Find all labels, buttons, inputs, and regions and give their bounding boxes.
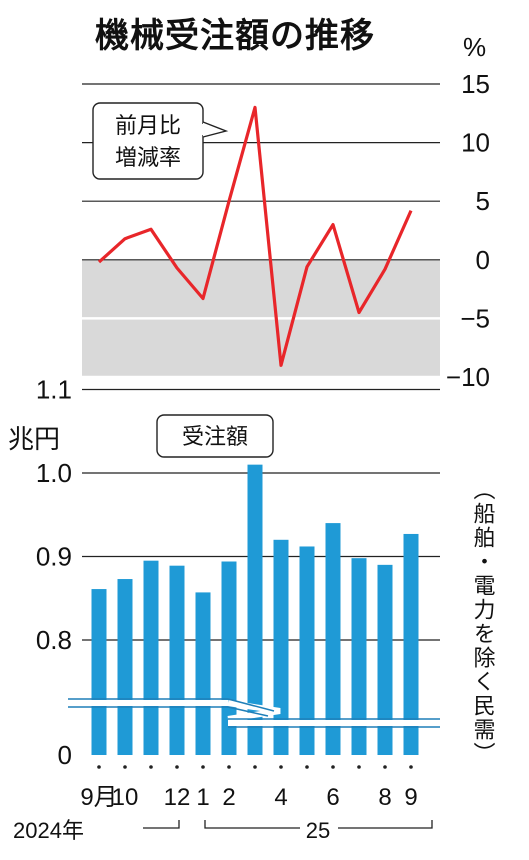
x-axis-dots — [97, 765, 413, 769]
x-tick-label: 12 — [164, 784, 191, 811]
x-tick-label: 8 — [378, 784, 391, 811]
x-axis-dot — [149, 765, 153, 769]
x-axis-dot — [331, 765, 335, 769]
line-series-label: 前月比 増減率 — [92, 102, 229, 180]
x-axis-dot — [279, 765, 283, 769]
line-label-line1: 前月比 — [115, 114, 181, 139]
x-tick-label: 6 — [326, 784, 339, 811]
chart-title: 機械受注額の推移 — [95, 16, 375, 56]
year-brackets: 2024年 25 — [13, 818, 433, 843]
series-line-change-rate — [97, 105, 413, 367]
line-y-tick-label: 15 — [461, 69, 490, 99]
line-y-tick-label: 0 — [476, 245, 490, 275]
line-label-box — [92, 102, 204, 180]
x-tick-label: 10 — [112, 784, 139, 811]
bar-series-orders — [91, 464, 419, 755]
bar-series-label: 受注額 — [156, 414, 274, 458]
x-axis-dot — [305, 765, 309, 769]
line-chart-gridlines — [82, 83, 440, 379]
year-label-2024: 2024年 — [13, 818, 84, 843]
bar-label-text: 受注額 — [182, 425, 248, 450]
bar — [143, 560, 159, 755]
axis-break-marker — [68, 698, 440, 728]
bar — [117, 579, 133, 755]
year-bracket-2025-left — [204, 820, 300, 829]
line-y-tick-label: 10 — [461, 128, 490, 158]
line-y-tick-label: 5 — [476, 186, 490, 216]
bar-y-unit: 兆円 — [8, 424, 60, 454]
line-label-line2: 増減率 — [115, 146, 181, 171]
line-y-unit: % — [463, 32, 486, 62]
x-tick-label: 4 — [274, 784, 287, 811]
bar-chart-panel: 1.1 1.0 0.9 0.8 0 兆円 受注額 — [8, 375, 440, 771]
bar-y-tick-label: 0 — [58, 740, 72, 770]
bar-y-tick-label: 1.1 — [36, 375, 72, 405]
bar — [351, 558, 367, 755]
x-tick-label: 1 — [196, 784, 209, 811]
x-tick-label: 2 — [222, 784, 235, 811]
bar — [377, 564, 393, 755]
line-chart-panel: 15 10 5 0 −5 −10 % 前月比 増減率 — [82, 32, 490, 392]
line-chart-y-ticks: 15 10 5 0 −5 −10 — [446, 69, 490, 392]
line-y-tick-label: −5 — [460, 303, 490, 333]
x-tick-label: 9月 — [80, 784, 117, 811]
bar-chart-y-ticks: 1.1 1.0 0.9 0.8 0 — [36, 375, 72, 771]
year-label-25: 25 — [306, 818, 330, 843]
line-label-pointer — [202, 121, 229, 138]
bar — [91, 589, 107, 755]
x-axis-dot — [201, 765, 205, 769]
line-y-tick-label: −10 — [446, 362, 490, 392]
x-tick-label: 9 — [404, 784, 417, 811]
x-axis-dot — [383, 765, 387, 769]
bar — [273, 539, 289, 755]
year-bracket-2025-right — [338, 820, 433, 829]
bar — [325, 523, 341, 755]
x-axis-dot — [175, 765, 179, 769]
bar — [169, 565, 185, 755]
x-axis-dot — [123, 765, 127, 769]
bar — [195, 592, 211, 755]
x-axis-dot — [409, 765, 413, 769]
bar-label-box — [156, 414, 274, 458]
bar-y-tick-label: 0.9 — [36, 542, 72, 572]
bar — [299, 546, 315, 755]
bar — [403, 533, 419, 755]
x-axis-dot — [357, 765, 361, 769]
year-bracket-2024 — [143, 820, 180, 829]
chart-note: （船舶・電力を除く民需） — [470, 478, 496, 766]
x-axis-dot — [227, 765, 231, 769]
bar — [247, 464, 263, 755]
bar-y-tick-label: 0.8 — [36, 625, 72, 655]
bar-y-tick-label: 1.0 — [36, 458, 72, 488]
x-axis-dot — [97, 765, 101, 769]
x-axis-dot — [253, 765, 257, 769]
